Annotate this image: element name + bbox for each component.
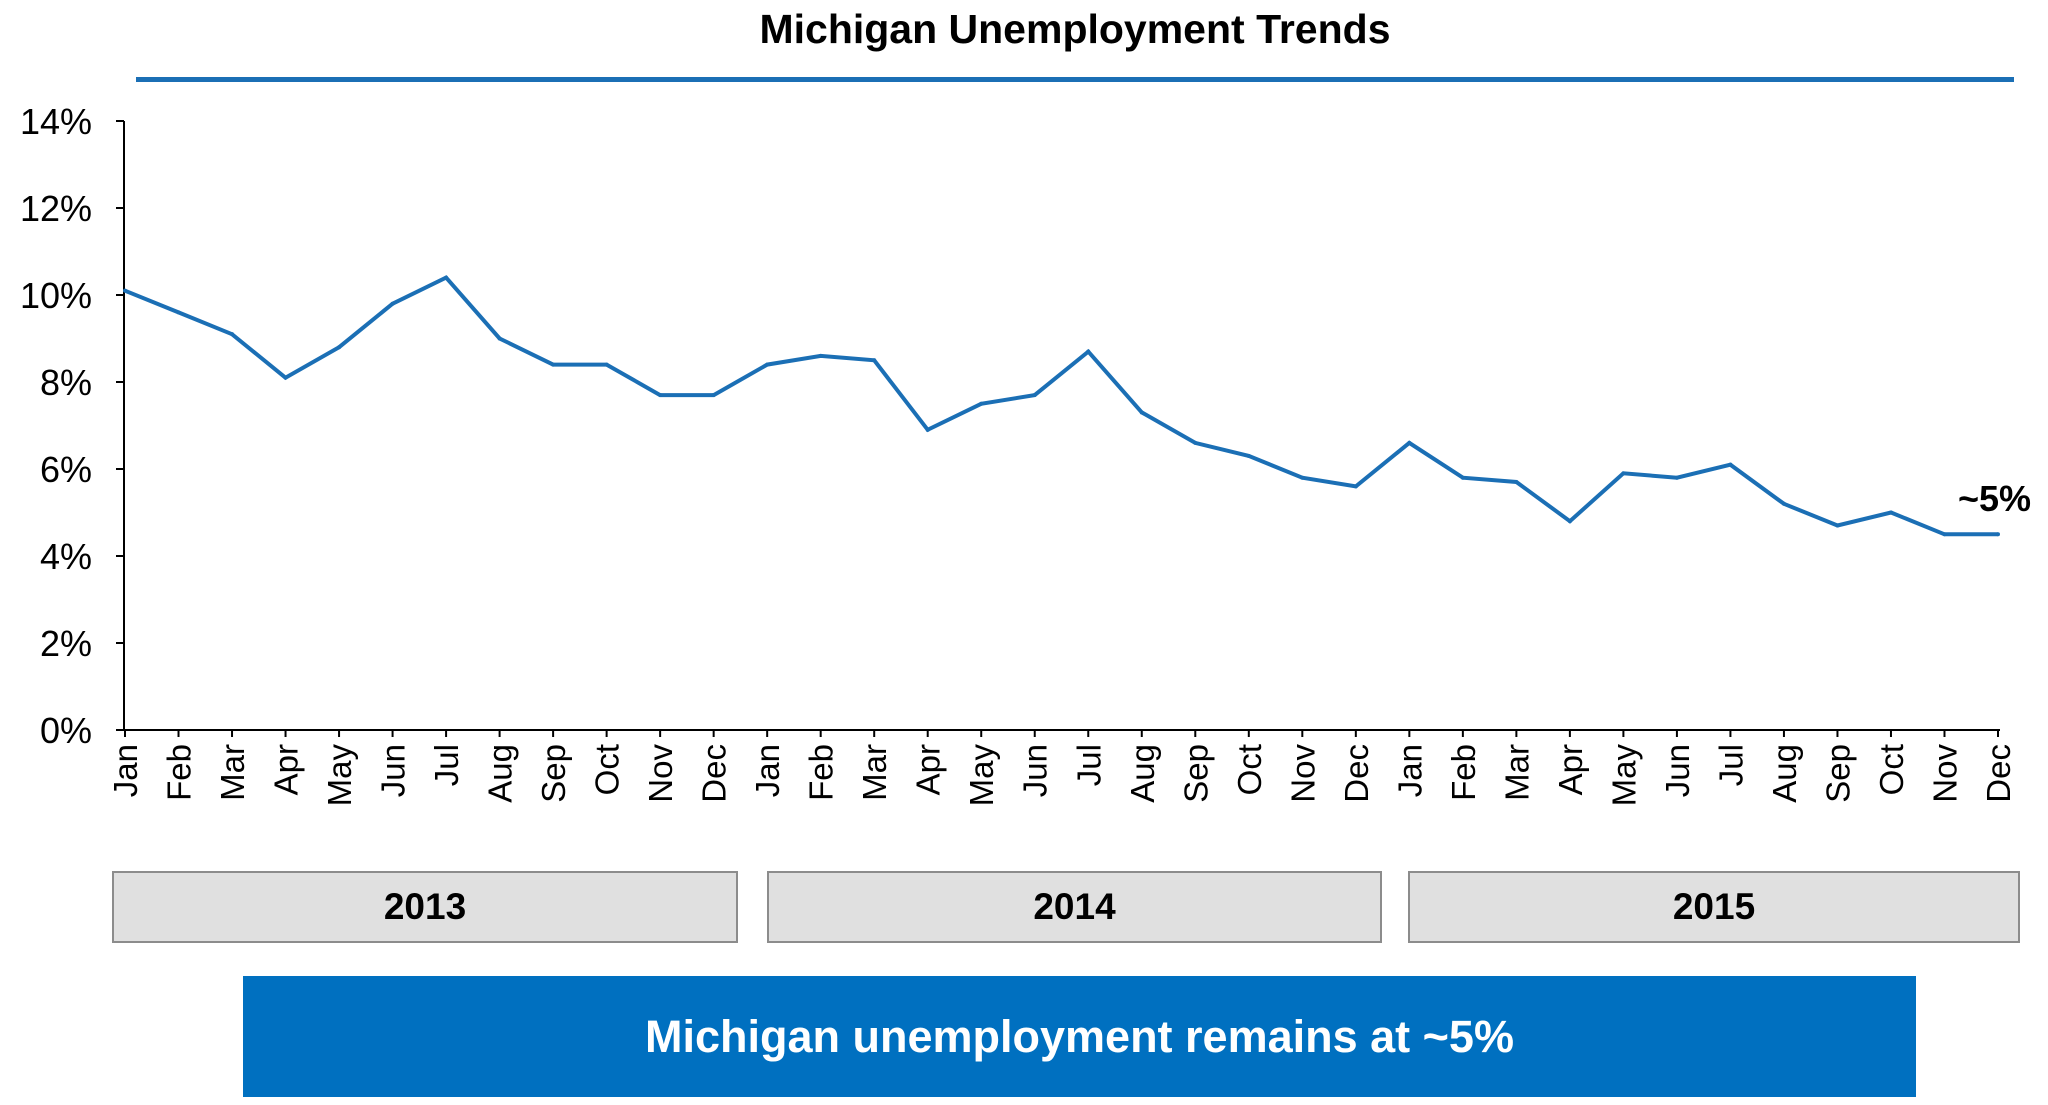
x-tick-label: Sep [535,744,572,803]
x-tick-label: Sep [1177,744,1214,803]
y-tick-label: 0% [40,710,92,751]
data-point [1032,393,1037,398]
data-point [1460,475,1465,480]
data-point [818,353,823,358]
x-tick-label: May [321,744,358,807]
x-tick-label: Aug [482,744,519,803]
callout-banner: Michigan unemployment remains at ~5% [243,976,1916,1097]
x-tick-label: Jun [1017,744,1054,797]
data-point [1942,532,1947,537]
data-point [1728,462,1733,467]
data-point [337,345,342,350]
x-tick-label: Feb [803,744,840,801]
y-tick-label: 12% [20,188,92,229]
x-tick-label: Oct [1873,744,1910,795]
data-point [1300,475,1305,480]
data-point [1407,440,1412,445]
x-tick-label: Jul [428,744,465,786]
y-tick-label: 8% [40,362,92,403]
data-point [176,310,181,315]
x-tick-label: Mar [856,744,893,801]
x-tick-label: Jan [107,744,144,797]
x-tick-label: Mar [1498,744,1535,801]
data-point [1621,471,1626,476]
x-tick-label: Nov [1284,744,1321,803]
data-point [230,332,235,337]
data-point [123,288,127,293]
data-point [1567,519,1572,524]
data-point [1996,532,2000,537]
x-tick-label: Jun [375,744,412,797]
data-point [711,393,716,398]
data-point [925,427,930,432]
data-point [444,275,449,280]
x-tick-label: May [963,744,1000,807]
y-tick-label: 2% [40,623,92,664]
title-divider [136,77,2014,82]
data-point [1086,349,1091,354]
x-tick-label: Dec [696,744,733,803]
data-point [979,401,984,406]
x-tick-label: Dec [1980,744,2017,803]
data-point [390,301,395,306]
data-point [497,336,502,341]
data-point [1674,475,1679,480]
end-value-annotation: ~5% [1958,478,2032,519]
x-tick-label: Feb [161,744,198,801]
x-tick-label: Dec [1338,744,1375,803]
y-tick-label: 14% [20,101,92,142]
year-label-2013: 2013 [112,871,738,943]
series-line [124,275,1998,537]
y-tick-label: 6% [40,449,92,490]
x-tick-label: Apr [268,744,305,795]
data-point [1835,523,1840,528]
x-tick-label: Mar [214,744,251,801]
x-tick-label: Jan [1391,744,1428,797]
data-point [1246,453,1251,458]
x-tick-label: Apr [1552,744,1589,795]
data-point [658,393,663,398]
x-tick-label: Jun [1659,744,1696,797]
data-point [1139,410,1144,415]
y-tick-label: 10% [20,275,92,316]
data-point [872,358,877,363]
x-tick-label: Jul [1712,744,1749,786]
x-tick-label: Oct [1231,744,1268,795]
x-tick-label: Oct [589,744,626,795]
x-tick-label: Feb [1445,744,1482,801]
data-point [604,362,609,367]
data-point [1888,510,1893,515]
data-point [1193,440,1198,445]
line-chart: 0% 2% 4% 6% 8% 10% 12% 14% Jan Feb Mar Apr May Jun Jul… [20,101,2017,807]
x-tick-label: Nov [642,744,679,803]
data-point [1514,480,1519,485]
x-tick-label: Jul [1070,744,1107,786]
year-label-2014: 2014 [767,871,1382,943]
data-point [1781,501,1786,506]
chart-title: Michigan Unemployment Trends [759,6,1391,52]
year-label-2015: 2015 [1408,871,2020,943]
x-tick-label: Apr [910,744,947,795]
x-tick-label: Nov [1926,744,1963,803]
x-tick-label: Aug [1124,744,1161,803]
y-tick-label: 4% [40,536,92,577]
x-tick-label: May [1605,744,1642,807]
x-tick-label: Aug [1766,744,1803,803]
x-tick-label: Sep [1819,744,1856,803]
x-tick-label: Jan [749,744,786,797]
data-point [1353,484,1358,489]
data-point [283,375,288,380]
data-point [551,362,556,367]
data-point [765,362,770,367]
